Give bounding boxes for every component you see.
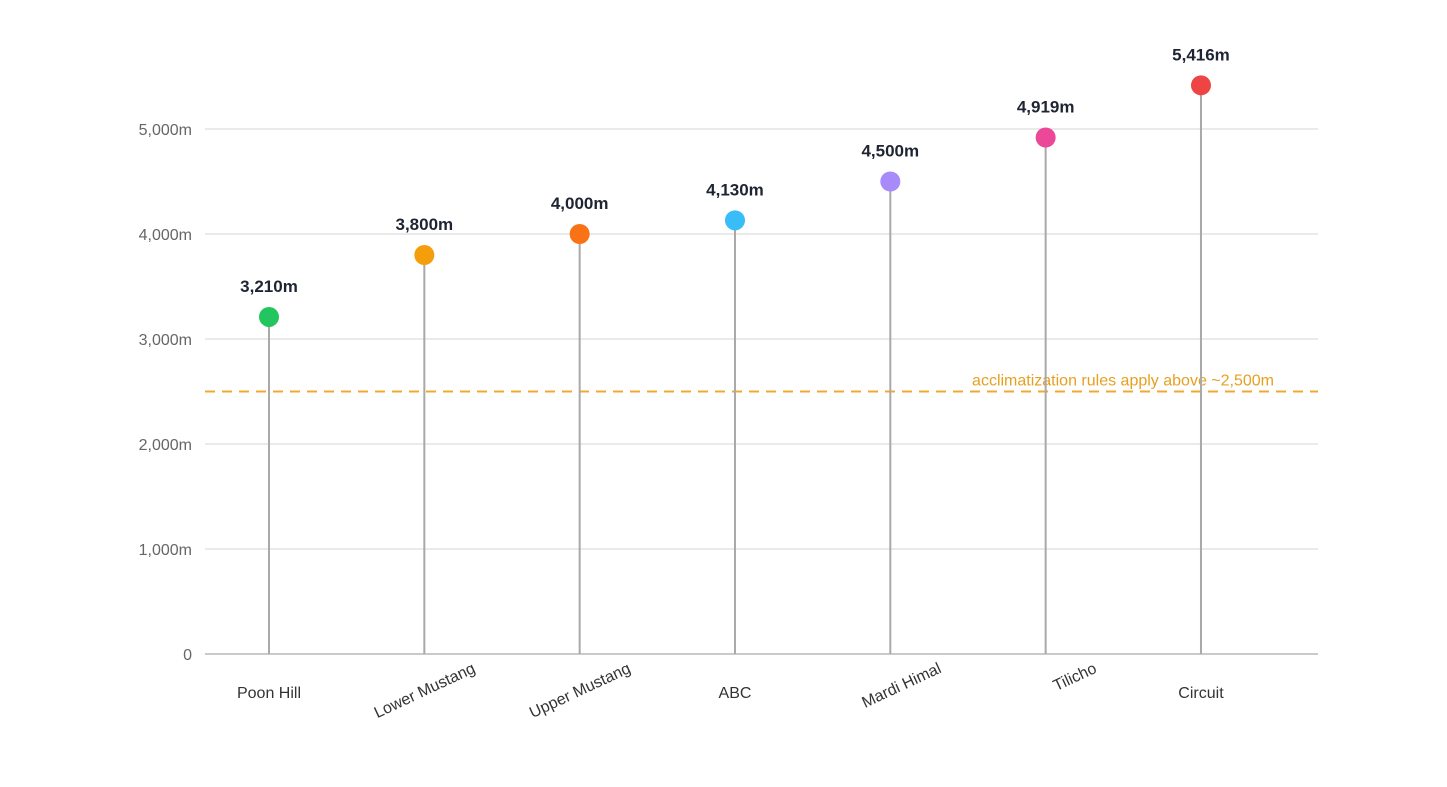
data-marks: 3,210m 3,800m 4,000m 4,130m 4,500m 4,919m 5,41… xyxy=(240,45,1230,654)
value-label: 4,130m xyxy=(706,180,764,199)
value-label: 4,919m xyxy=(1017,98,1075,117)
acclimatization-threshold-label: acclimatization rules apply above ~2,500… xyxy=(972,373,1274,390)
lollipop-point xyxy=(569,224,590,244)
y-tick-label: 4,000m xyxy=(139,227,192,244)
y-tick-label: 1,000m xyxy=(139,542,192,559)
y-axis: 0 1,000m 2,000m 3,000m 4,000m 5,000m xyxy=(139,122,192,664)
lollipop-point xyxy=(724,210,745,231)
value-label: 3,800m xyxy=(395,215,453,234)
y-tick-label: 2,000m xyxy=(139,437,192,454)
x-axis: Poon Hill Lower Mustang Upper Mustang ABC Ma… xyxy=(205,653,1318,722)
lollipop-point xyxy=(1035,127,1056,148)
y-tick-label: 3,000m xyxy=(139,332,192,349)
x-tick-label: Tilicho xyxy=(1051,660,1100,695)
x-tick-label: Upper Mustang xyxy=(527,660,633,722)
x-tick-label: ABC xyxy=(719,685,752,702)
x-tick-label: Lower Mustang xyxy=(372,660,478,722)
x-tick-label: Poon Hill xyxy=(237,685,301,702)
x-tick-label: Circuit xyxy=(1178,685,1224,702)
value-label: 5,416m xyxy=(1172,45,1230,64)
lollipop-point xyxy=(414,245,435,265)
grid-layer xyxy=(205,128,1318,550)
value-label: 3,210m xyxy=(240,277,298,296)
value-label: 4,000m xyxy=(551,194,609,213)
lollipop-point xyxy=(259,306,279,327)
lollipop-point xyxy=(880,171,901,192)
lollipop-point xyxy=(1190,75,1211,96)
value-label: 4,500m xyxy=(861,142,919,161)
y-tick-label: 5,000m xyxy=(139,122,192,139)
x-tick-label: Mardi Himal xyxy=(859,660,944,711)
y-tick-label: 0 xyxy=(183,647,192,664)
reference-line-group: acclimatization rules apply above ~2,500… xyxy=(205,373,1318,393)
